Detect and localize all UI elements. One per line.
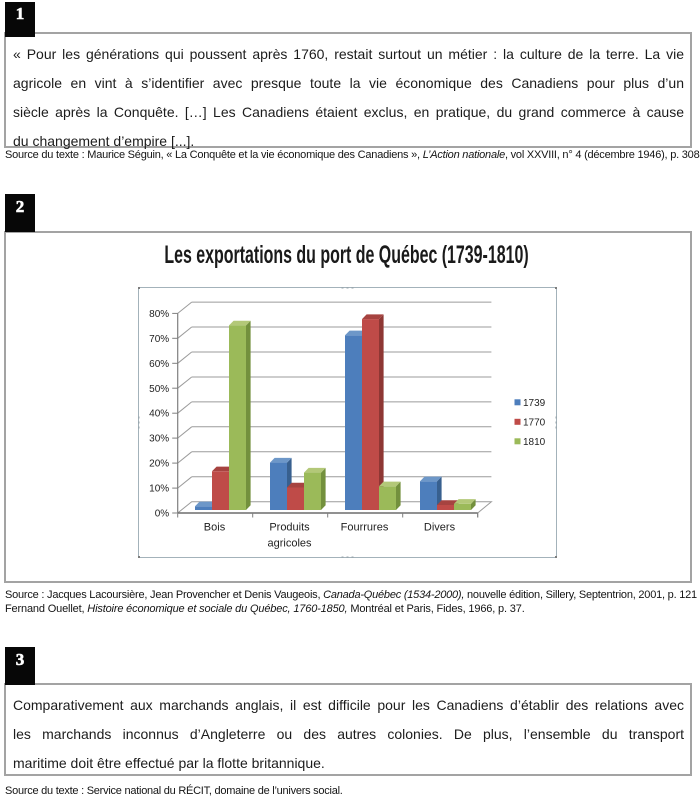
svg-text:Fourrures: Fourrures — [341, 522, 389, 534]
svg-text:Produits: Produits — [269, 522, 310, 534]
svg-text:50%: 50% — [149, 384, 169, 395]
svg-text:30%: 30% — [149, 434, 169, 445]
svg-text:agricoles: agricoles — [267, 538, 312, 550]
svg-text:60%: 60% — [149, 359, 169, 370]
svg-text:1739: 1739 — [523, 398, 546, 409]
svg-text:10%: 10% — [149, 484, 169, 495]
svg-text:0%: 0% — [155, 509, 170, 520]
svg-text:20%: 20% — [149, 459, 169, 470]
svg-text:1810: 1810 — [523, 437, 546, 448]
svg-text:70%: 70% — [149, 334, 169, 345]
svg-text:Bois: Bois — [204, 522, 226, 534]
svg-text:1770: 1770 — [523, 417, 546, 428]
svg-text:40%: 40% — [149, 409, 169, 420]
svg-text:80%: 80% — [149, 309, 169, 320]
svg-text:Divers: Divers — [424, 522, 456, 534]
